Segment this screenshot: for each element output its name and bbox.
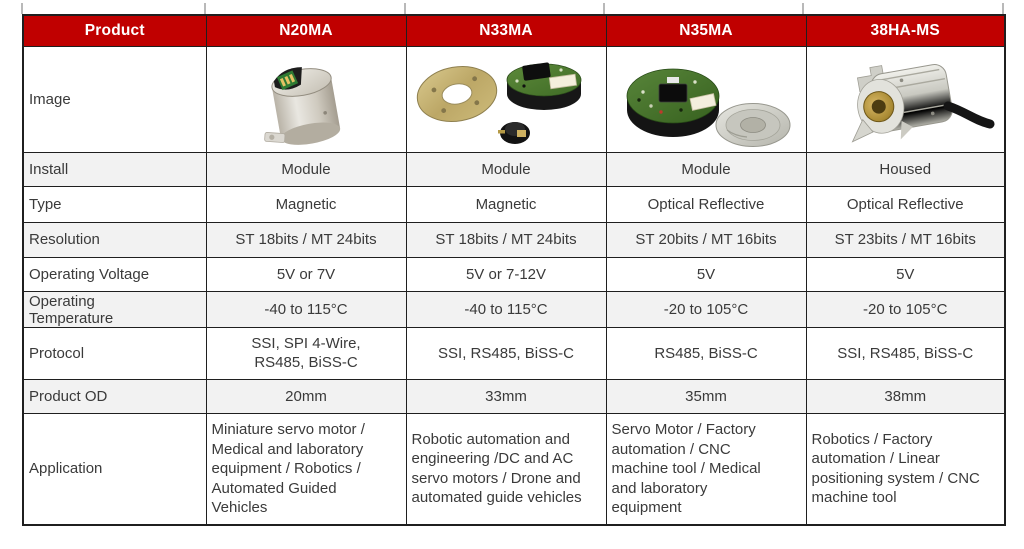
cell-value: SSI, SPI 4-Wire, RS485, BiSS-C xyxy=(205,326,407,380)
row-label: Product OD xyxy=(22,378,207,414)
38hams-photo-illustration xyxy=(851,64,995,143)
crop-border-stub xyxy=(802,3,804,14)
row-label: Resolution xyxy=(22,221,207,258)
row-label: Install xyxy=(22,151,207,187)
cell-value: 5V xyxy=(605,256,807,292)
cell-value: Servo Motor / Factory automation / CNC m… xyxy=(605,412,807,526)
product-image-n35ma xyxy=(605,45,807,153)
cell-value: Module xyxy=(405,151,607,187)
cell-value: Miniature servo motor / Medical and labo… xyxy=(205,412,407,526)
product-comparison-table: Product N20MA N33MA N35MA 38HA-MS Image xyxy=(22,14,1006,526)
cell-value: Module xyxy=(605,151,807,187)
cell-value: 5V or 7V xyxy=(205,256,407,292)
crop-border-stub xyxy=(1002,3,1004,14)
row-label: Operating Temperature xyxy=(22,290,207,328)
table-row-product-od: Product OD 20mm 33mm 35mm 38mm xyxy=(22,378,1006,414)
row-label: Operating Voltage xyxy=(22,256,207,292)
cell-value: 38mm xyxy=(805,378,1006,414)
cell-value: 33mm xyxy=(405,378,607,414)
row-label: Application xyxy=(22,412,207,526)
row-label-image: Image xyxy=(22,45,207,153)
table-row-protocol: Protocol SSI, SPI 4-Wire, RS485, BiSS-C … xyxy=(22,326,1006,380)
product-image-n33ma xyxy=(405,45,607,153)
row-label: Type xyxy=(22,185,207,223)
n20ma-photo-illustration xyxy=(264,67,341,145)
row-label: Protocol xyxy=(22,326,207,380)
cell-value: 20mm xyxy=(205,378,407,414)
cell-value: -40 to 115°C xyxy=(205,290,407,328)
cell-value: RS485, BiSS-C xyxy=(605,326,807,380)
cell-value: -40 to 115°C xyxy=(405,290,607,328)
cell-value: ST 18bits / MT 24bits xyxy=(405,221,607,258)
cell-value: -20 to 105°C xyxy=(805,290,1006,328)
header-n33ma: N33MA xyxy=(405,14,607,47)
header-product: Product xyxy=(22,14,207,47)
image-row: Image xyxy=(22,45,1006,153)
cell-value: Robotic automation and engineering /DC a… xyxy=(405,412,607,526)
header-n20ma: N20MA xyxy=(205,14,407,47)
product-image-38hams xyxy=(805,45,1006,153)
crop-border-stub xyxy=(603,3,605,14)
table-row-application: Application Miniature servo motor / Medi… xyxy=(22,412,1006,526)
crop-border-stub xyxy=(204,3,206,14)
header-38hams: 38HA-MS xyxy=(805,14,1006,47)
cell-value: Magnetic xyxy=(205,185,407,223)
cell-value: ST 18bits / MT 24bits xyxy=(205,221,407,258)
n33ma-photo-illustration xyxy=(416,62,582,144)
cell-value: 5V xyxy=(805,256,1006,292)
n35ma-photo-illustration xyxy=(626,68,791,147)
cell-value: Module xyxy=(205,151,407,187)
cell-value: Optical Reflective xyxy=(805,185,1006,223)
product-image-n20ma xyxy=(205,45,407,153)
cell-value: SSI, RS485, BiSS-C xyxy=(805,326,1006,380)
table-row-type: Type Magnetic Magnetic Optical Reflectiv… xyxy=(22,185,1006,223)
cell-value: SSI, RS485, BiSS-C xyxy=(405,326,607,380)
cell-value: ST 20bits / MT 16bits xyxy=(605,221,807,258)
cell-value: Magnetic xyxy=(405,185,607,223)
table-row-operating-voltage: Operating Voltage 5V or 7V 5V or 7-12V 5… xyxy=(22,256,1006,292)
cell-value: ST 23bits / MT 16bits xyxy=(805,221,1006,258)
header-row: Product N20MA N33MA N35MA 38HA-MS xyxy=(22,14,1006,47)
crop-border-stub xyxy=(21,3,23,14)
crop-border-stub xyxy=(404,3,406,14)
table-row-operating-temperature: Operating Temperature -40 to 115°C -40 t… xyxy=(22,290,1006,328)
table-row-install: Install Module Module Module Housed xyxy=(22,151,1006,187)
header-n35ma: N35MA xyxy=(605,14,807,47)
cell-value: Optical Reflective xyxy=(605,185,807,223)
cell-value: Housed xyxy=(805,151,1006,187)
cell-value: -20 to 105°C xyxy=(605,290,807,328)
cell-value: 35mm xyxy=(605,378,807,414)
cell-value: Robotics / Factory automation / Linear p… xyxy=(805,412,1006,526)
cell-value: 5V or 7-12V xyxy=(405,256,607,292)
table-row-resolution: Resolution ST 18bits / MT 24bits ST 18bi… xyxy=(22,221,1006,258)
